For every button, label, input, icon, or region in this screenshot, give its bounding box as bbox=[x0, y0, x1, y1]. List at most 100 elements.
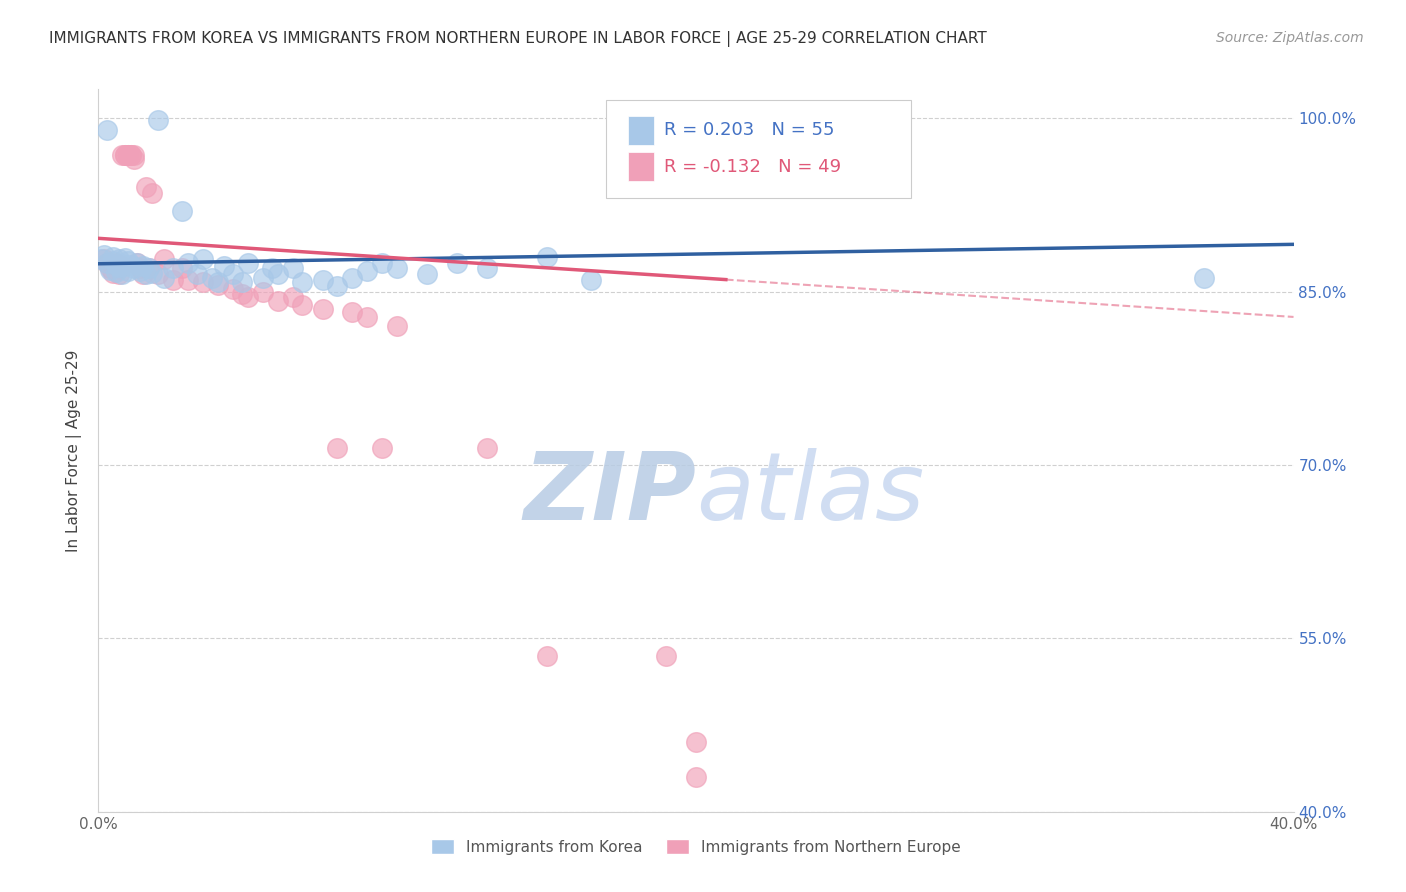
Point bbox=[371, 441, 394, 455]
Point bbox=[342, 305, 364, 319]
Point bbox=[342, 270, 364, 285]
Point bbox=[281, 290, 304, 304]
Point bbox=[127, 255, 149, 269]
Point bbox=[162, 261, 184, 276]
Point bbox=[111, 259, 134, 273]
Point bbox=[536, 250, 558, 264]
Point bbox=[281, 261, 304, 276]
Text: R = -0.132   N = 49: R = -0.132 N = 49 bbox=[664, 158, 841, 176]
Point bbox=[1192, 270, 1215, 285]
Point bbox=[114, 148, 136, 162]
Point bbox=[371, 255, 394, 269]
Point bbox=[114, 259, 136, 273]
Point bbox=[207, 275, 229, 289]
Point bbox=[148, 113, 170, 128]
Point bbox=[446, 255, 468, 269]
Bar bbox=[628, 116, 654, 145]
Point bbox=[117, 148, 139, 162]
Point bbox=[108, 260, 131, 275]
Point bbox=[212, 259, 235, 273]
Point bbox=[685, 735, 707, 749]
Text: atlas: atlas bbox=[696, 449, 924, 540]
Point bbox=[120, 148, 142, 162]
Point bbox=[93, 252, 115, 267]
Point bbox=[96, 255, 118, 269]
Point bbox=[117, 148, 139, 162]
Point bbox=[231, 286, 253, 301]
Point bbox=[186, 267, 208, 281]
Point bbox=[260, 261, 283, 276]
Point bbox=[103, 250, 125, 264]
Point bbox=[96, 255, 118, 269]
Y-axis label: In Labor Force | Age 25-29: In Labor Force | Age 25-29 bbox=[66, 350, 83, 551]
Point bbox=[267, 267, 290, 281]
Point bbox=[98, 261, 122, 276]
Point bbox=[311, 301, 333, 316]
Point bbox=[153, 270, 176, 285]
Point bbox=[105, 258, 128, 272]
Point bbox=[153, 252, 176, 267]
Point bbox=[148, 267, 170, 281]
Point bbox=[96, 122, 118, 136]
Text: ZIP: ZIP bbox=[523, 448, 696, 540]
Point bbox=[356, 310, 378, 324]
Point bbox=[105, 265, 128, 279]
Point bbox=[475, 441, 498, 455]
Point bbox=[326, 441, 349, 455]
Text: Source: ZipAtlas.com: Source: ZipAtlas.com bbox=[1216, 31, 1364, 45]
Point bbox=[105, 255, 128, 269]
Point bbox=[231, 275, 253, 289]
Point bbox=[252, 285, 274, 299]
Point bbox=[222, 282, 245, 296]
Point bbox=[127, 255, 149, 269]
Point bbox=[138, 261, 160, 276]
Point bbox=[191, 275, 214, 289]
Point bbox=[267, 293, 290, 308]
Bar bbox=[628, 152, 654, 181]
Point bbox=[120, 148, 142, 162]
Point bbox=[201, 270, 224, 285]
Point bbox=[416, 267, 439, 281]
Point bbox=[124, 152, 146, 166]
Point bbox=[124, 148, 146, 162]
Point bbox=[124, 261, 146, 276]
Point bbox=[291, 275, 314, 289]
Point bbox=[111, 267, 134, 281]
Point bbox=[172, 261, 194, 276]
Point bbox=[326, 278, 349, 293]
Point bbox=[222, 267, 245, 281]
Point bbox=[141, 186, 163, 201]
Point bbox=[385, 261, 409, 276]
Point bbox=[685, 770, 707, 784]
Point bbox=[103, 254, 125, 268]
Point bbox=[291, 298, 314, 312]
Point bbox=[177, 255, 200, 269]
Point bbox=[135, 180, 157, 194]
Point bbox=[103, 266, 125, 280]
Point bbox=[132, 267, 155, 281]
Point bbox=[655, 648, 678, 663]
Point bbox=[117, 263, 139, 277]
Point bbox=[536, 648, 558, 663]
Point bbox=[120, 258, 142, 272]
Point bbox=[117, 254, 139, 268]
Point bbox=[475, 261, 498, 276]
Point bbox=[236, 255, 259, 269]
Point bbox=[98, 262, 122, 277]
Point bbox=[138, 261, 160, 276]
Point bbox=[90, 252, 112, 267]
FancyBboxPatch shape bbox=[606, 100, 911, 198]
Point bbox=[311, 273, 333, 287]
Point bbox=[129, 261, 152, 276]
Point bbox=[129, 263, 152, 277]
Text: IMMIGRANTS FROM KOREA VS IMMIGRANTS FROM NORTHERN EUROPE IN LABOR FORCE | AGE 25: IMMIGRANTS FROM KOREA VS IMMIGRANTS FROM… bbox=[49, 31, 987, 47]
Point bbox=[111, 148, 134, 162]
Point bbox=[93, 247, 115, 261]
Point bbox=[177, 273, 200, 287]
Point bbox=[236, 290, 259, 304]
Point bbox=[385, 319, 409, 334]
Point bbox=[108, 252, 131, 267]
Point bbox=[356, 263, 378, 277]
Point bbox=[172, 203, 194, 218]
Text: R = 0.203   N = 55: R = 0.203 N = 55 bbox=[664, 121, 834, 139]
